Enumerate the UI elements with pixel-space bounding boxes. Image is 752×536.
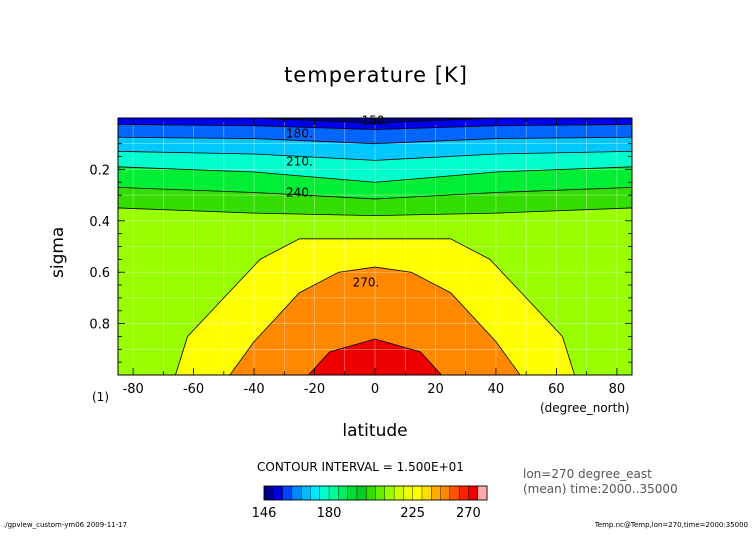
colorbar-swatch (356, 485, 367, 501)
x-axis-label: latitude (342, 421, 408, 441)
x-tick-label: -80 (123, 382, 144, 397)
x-tick-label: -40 (243, 382, 264, 397)
meta-lon: lon=270 degree_east (523, 467, 652, 481)
contour-line-270 (229, 266, 521, 375)
contour-label: 240. (286, 186, 313, 200)
colorbar-tick-label: 180 (317, 506, 342, 521)
contour-labels: 150.180.210.240.270. (286, 114, 388, 290)
chart-title: temperature [K] (284, 63, 468, 87)
colorbar: 146 180 225 270 (252, 485, 488, 521)
filled-contours (118, 118, 632, 375)
colorbar-swatch (477, 485, 488, 501)
contour-line-240 (118, 207, 632, 217)
colorbar-tick-label: 146 (252, 506, 277, 521)
colorbar-swatch (291, 485, 302, 501)
colorbar-swatch (403, 485, 414, 501)
contour-line-195 (118, 151, 632, 161)
colorbar-swatch (384, 485, 395, 501)
colorbar-swatch (328, 485, 339, 501)
colorbar-swatch (440, 485, 451, 501)
footer-left: ./gpview_custom-ym06 2009-11-17 (3, 521, 128, 529)
x-tick-label: 80 (609, 382, 626, 397)
colorbar-swatch (273, 485, 284, 501)
colorbar-swatch (338, 485, 349, 501)
y-axis-unit: (1) (92, 390, 109, 404)
y-tick-label: 0.2 (89, 163, 110, 178)
contour-label: 180. (286, 126, 313, 140)
colorbar-swatch (300, 485, 311, 501)
meta-time: (mean) time:2000..35000 (523, 482, 678, 496)
colorbar-swatch (282, 485, 293, 501)
contour-interval: CONTOUR INTERVAL = 1.500E+01 (257, 460, 464, 474)
x-tick-label: 0 (371, 382, 379, 397)
contour-line-210 (118, 166, 632, 183)
colorbar-swatch (431, 485, 442, 501)
colorbar-swatch (366, 485, 377, 501)
colorbar-swatch (393, 485, 404, 501)
contour-label: 210. (286, 155, 313, 169)
contour-line-225 (118, 186, 632, 200)
x-tick-label: -20 (304, 382, 325, 397)
colorbar-tick-label: 270 (456, 506, 481, 521)
x-tick-label: 40 (488, 382, 505, 397)
colorbar-swatch (421, 485, 432, 501)
colorbar-swatch (319, 485, 330, 501)
x-tick-label: -60 (183, 382, 204, 397)
y-tick-label: 0.4 (89, 215, 110, 230)
x-axis-unit: (degree_north) (540, 401, 630, 415)
colorbar-swatch (468, 485, 479, 501)
contour-label: 270. (353, 275, 380, 289)
x-tick-label: 20 (427, 382, 444, 397)
y-tick-label: 0.6 (89, 266, 110, 281)
y-tick-label: 0.8 (89, 318, 110, 333)
colorbar-frame (263, 485, 488, 501)
colorbar-swatch (449, 485, 460, 501)
y-axis-label: sigma (48, 226, 68, 278)
x-tick-label: 60 (548, 382, 565, 397)
colorbar-swatch (310, 485, 321, 501)
colorbar-swatch (263, 485, 274, 501)
colorbar-swatch (458, 485, 469, 501)
colorbar-swatch (375, 485, 386, 501)
contour-line-255 (175, 238, 575, 375)
axis-ticks: -80 -60 -40 -20 0 20 40 60 80 0.2 0.4 0.6 0.8 (89, 118, 632, 397)
footer-right: Temp.nc@Temp,lon=270,time=2000:35000 (594, 521, 748, 529)
contour-line-165 (118, 124, 632, 130)
colorbar-tick-label: 225 (400, 506, 425, 521)
contour-line-180 (118, 136, 632, 145)
contour-line-285 (308, 338, 442, 375)
colorbar-swatch (347, 485, 358, 501)
colorbar-swatch (412, 485, 423, 501)
